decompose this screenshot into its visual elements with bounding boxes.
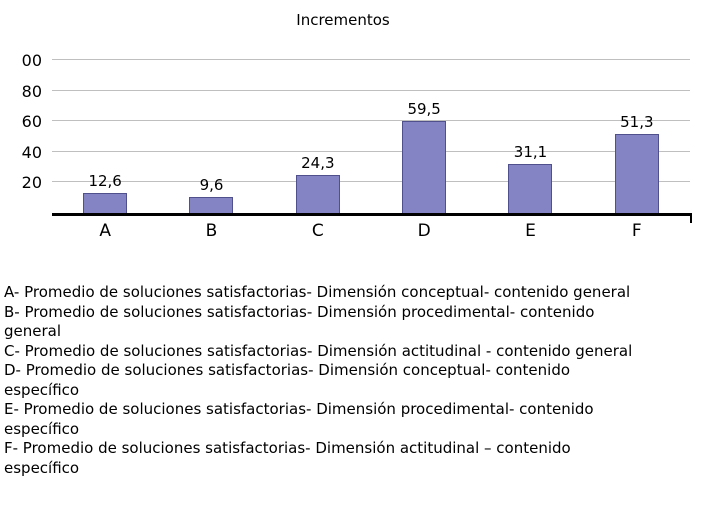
bar-B [189, 197, 234, 213]
legend: A- Promedio de soluciones satisfactorias… [4, 283, 720, 478]
legend-item-B: B- Promedio de soluciones satisfactorias… [4, 303, 720, 342]
legend-item-C-line: C- Promedio de soluciones satisfactorias… [4, 341, 633, 360]
bar-D [402, 120, 447, 213]
x-axis-end-tick [690, 213, 692, 223]
legend-item-F-line: F- Promedio de soluciones satisfactorias… [4, 439, 571, 457]
plot-area: 12,6 9,6 24,3 59,5 31,1 51,3 [52, 59, 692, 223]
x-axis-label-E: E [525, 221, 536, 241]
legend-item-E: E- Promedio de soluciones satisfactorias… [4, 400, 720, 439]
legend-item-D-line: específico [4, 380, 80, 399]
gridline-40 [52, 150, 690, 152]
bar-slot-C: 24,3 [265, 60, 371, 213]
legend-item-F: F- Promedio de soluciones satisfactorias… [4, 439, 720, 478]
x-axis-label-B: B [205, 221, 218, 241]
y-axis-tick-label-100: 00 [21, 51, 42, 70]
bar-value-label-F: 51,3 [620, 112, 654, 131]
legend-item-F-line: específico [4, 458, 80, 477]
y-axis-tick-label-20: 20 [21, 173, 42, 193]
y-axis-tick-label-40: 40 [21, 142, 42, 162]
bar-value-label-E: 31,1 [513, 143, 548, 162]
bar-slot-D: 59,5 [371, 60, 477, 213]
y-axis-tick-label-80: 80 [21, 81, 42, 101]
legend-item-A-line: A- Promedio de soluciones satisfactorias… [4, 283, 631, 301]
x-axis-label-C: C [311, 221, 324, 241]
bar-slot-F: 51,3 [584, 60, 690, 213]
bar-value-label-A: 12,6 [88, 171, 122, 190]
legend-item-E-line: E- Promedio de soluciones satisfactorias… [4, 400, 594, 418]
legend-item-A: A- Promedio de soluciones satisfactorias… [4, 283, 720, 303]
legend-item-B-line: general [4, 322, 62, 340]
y-axis-tick-label-60: 60 [21, 112, 42, 132]
bar-value-label-B: 9,6 [199, 176, 224, 195]
gridline-80 [52, 89, 690, 91]
bar-value-label-C: 24,3 [301, 153, 335, 172]
bar-slot-A: 12,6 [52, 60, 158, 213]
x-axis-labels: A B C D E F [52, 221, 690, 245]
gridline-100 [52, 59, 690, 60]
gridline-20 [52, 181, 690, 183]
x-axis-label-A: A [99, 221, 111, 241]
legend-item-D-line: D- Promedio de soluciones satisfactorias… [4, 361, 571, 379]
legend-item-B-line: B- Promedio de soluciones satisfactorias… [4, 302, 595, 321]
gridline-60 [52, 120, 690, 122]
legend-item-D: D- Promedio de soluciones satisfactorias… [4, 361, 720, 400]
bar-C [295, 174, 340, 213]
bar-slot-B: 9,6 [158, 60, 264, 213]
bar-value-label-D: 59,5 [407, 99, 441, 118]
legend-item-E-line: específico [4, 419, 80, 438]
bar-slot-E: 31,1 [477, 60, 583, 213]
bar-E [508, 164, 553, 213]
chart-title: Incrementos [296, 11, 390, 29]
legend-item-C: C- Promedio de soluciones satisfactorias… [4, 342, 720, 362]
x-axis-label-F: F [631, 221, 642, 241]
bar-A [83, 192, 128, 213]
y-axis: 20 40 60 80 00 [0, 53, 47, 213]
x-axis-label-D: D [417, 221, 431, 241]
bar-F [614, 133, 659, 213]
